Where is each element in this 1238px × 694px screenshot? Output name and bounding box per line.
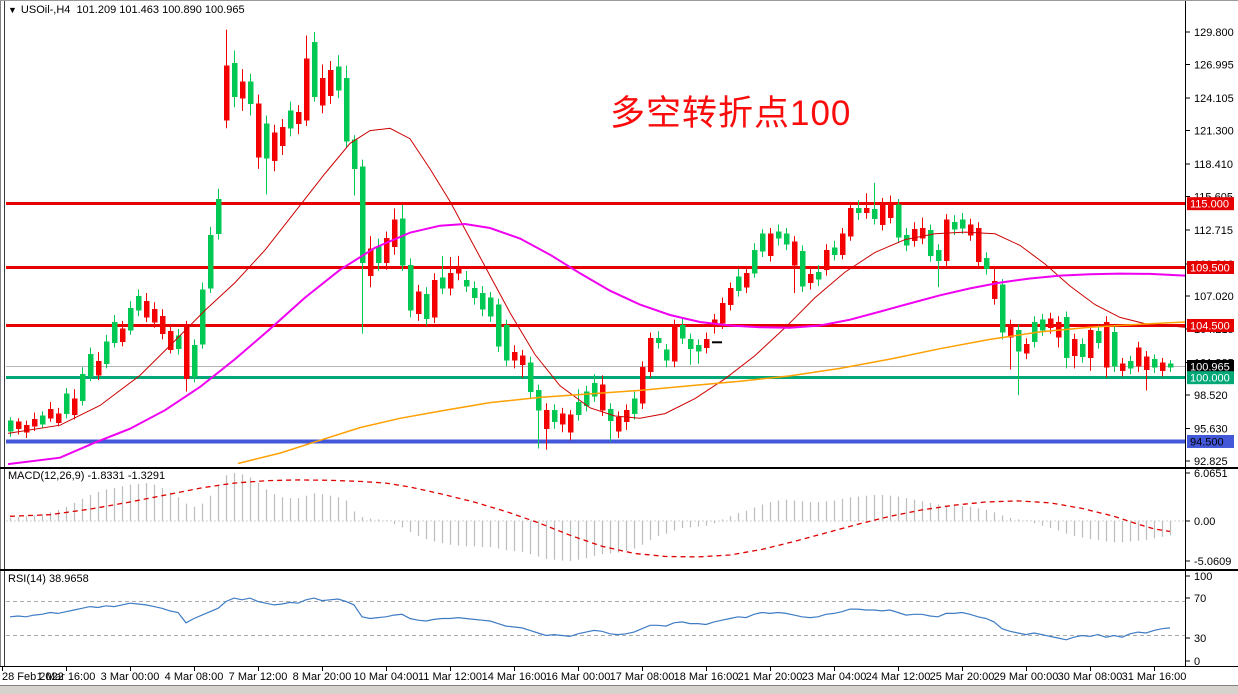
macd-signal-line <box>9 479 1171 558</box>
svg-text:17 Mar 08:00: 17 Mar 08:00 <box>610 671 675 683</box>
price-axis[interactable]: 129.800126.995124.105121.300118.410115.6… <box>1186 27 1234 468</box>
horizontal-level-lines <box>6 202 1185 444</box>
svg-text:4 Mar 08:00: 4 Mar 08:00 <box>165 671 224 683</box>
svg-text:3 Mar 00:00: 3 Mar 00:00 <box>101 671 160 683</box>
svg-text:100.000: 100.000 <box>1190 373 1230 385</box>
svg-text:31 Mar 16:00: 31 Mar 16:00 <box>1122 671 1187 683</box>
svg-text:94.500: 94.500 <box>1190 436 1224 448</box>
candles-layer <box>7 29 1174 450</box>
ma-mid-magenta <box>7 222 1186 466</box>
svg-text:70: 70 <box>1194 593 1206 605</box>
ohlc-values: 101.209 101.463 100.890 100.965 <box>76 4 245 16</box>
macd-indicator-label: MACD(12,26,9) -1.8331 -1.3291 <box>8 470 165 482</box>
macd-values: -1.8331 -1.3291 <box>84 470 166 482</box>
svg-text:107.020: 107.020 <box>1194 291 1234 303</box>
svg-text:109.500: 109.500 <box>1190 262 1230 274</box>
svg-text:0: 0 <box>1194 656 1200 668</box>
ma-slow-orange <box>237 321 1186 465</box>
svg-text:21 Mar 20:00: 21 Mar 20:00 <box>738 671 803 683</box>
svg-text:100: 100 <box>1194 571 1212 583</box>
svg-text:10 Mar 04:00: 10 Mar 04:00 <box>354 671 419 683</box>
svg-text:124.105: 124.105 <box>1194 93 1234 105</box>
svg-text:121.300: 121.300 <box>1194 126 1234 138</box>
svg-text:6.0651: 6.0651 <box>1194 468 1228 480</box>
macd-name: MACD(12,26,9) <box>8 470 85 482</box>
price-badge-104.500 <box>1187 318 1234 332</box>
svg-text:100.965: 100.965 <box>1190 361 1230 373</box>
svg-text:24 Mar 12:00: 24 Mar 12:00 <box>866 671 931 683</box>
panel-borders <box>0 1 1238 667</box>
symbol-timeframe-label: USOil-,H4 <box>20 4 71 16</box>
rsi-panel: 100 70 30 0 <box>6 571 1212 668</box>
chart-title: ▼ USOil-,H4 101.209 101.463 100.890 100.96… <box>8 4 245 16</box>
symbol-dropdown-icon[interactable]: ▼ <box>8 5 17 15</box>
svg-text:-5.0609: -5.0609 <box>1194 556 1231 568</box>
svg-text:7 Mar 12:00: 7 Mar 12:00 <box>229 671 288 683</box>
svg-text:95.630: 95.630 <box>1194 423 1228 435</box>
chart-annotation-text: 多空转折点100 <box>610 94 852 133</box>
rsi-value: 38.9658 <box>45 573 89 585</box>
price-badge-94.500 <box>1187 434 1234 448</box>
svg-text:14 Mar 16:00: 14 Mar 16:00 <box>482 671 547 683</box>
rsi-indicator-label: RSI(14) 38.9658 <box>8 573 89 585</box>
svg-text:129.800: 129.800 <box>1194 27 1234 39</box>
svg-text:29 Mar 00:00: 29 Mar 00:00 <box>994 671 1059 683</box>
svg-text:98.520: 98.520 <box>1194 390 1228 402</box>
svg-text:92.825: 92.825 <box>1194 456 1228 468</box>
svg-text:104.500: 104.500 <box>1190 320 1230 332</box>
svg-text:8 Mar 20:00: 8 Mar 20:00 <box>293 671 352 683</box>
svg-text:30 Mar 08:00: 30 Mar 08:00 <box>1058 671 1123 683</box>
svg-text:25 Mar 20:00: 25 Mar 20:00 <box>930 671 995 683</box>
price-badge-109.500 <box>1187 260 1234 274</box>
svg-text:112.715: 112.715 <box>1194 225 1233 237</box>
svg-text:115.000: 115.000 <box>1190 199 1229 211</box>
price-badge-100.000 <box>1187 371 1234 385</box>
svg-text:18 Mar 16:00: 18 Mar 16:00 <box>674 671 739 683</box>
svg-text:30: 30 <box>1194 633 1206 645</box>
svg-text:118.410: 118.410 <box>1194 159 1233 171</box>
price-badge-100.965 <box>1187 359 1234 373</box>
window-bottom-bar <box>0 685 1238 694</box>
rsi-line <box>9 597 1171 641</box>
price-badge-115.000 <box>1187 197 1234 211</box>
ma-fast-red <box>7 127 1186 434</box>
rsi-name: RSI(14) <box>8 573 46 585</box>
macd-panel: 6.0651 0.00 -5.0609 <box>6 468 1231 568</box>
svg-text:11 Mar 12:00: 11 Mar 12:00 <box>418 671 482 683</box>
svg-text:28 Feb 2022: 28 Feb 2022 <box>2 671 64 683</box>
svg-text:23 Mar 04:00: 23 Mar 04:00 <box>802 671 867 683</box>
svg-text:0.00: 0.00 <box>1194 516 1215 528</box>
svg-text:1 Mar 16:00: 1 Mar 16:00 <box>37 671 96 683</box>
svg-text:16 Mar 00:00: 16 Mar 00:00 <box>546 671 611 683</box>
svg-text:126.995: 126.995 <box>1194 60 1234 72</box>
